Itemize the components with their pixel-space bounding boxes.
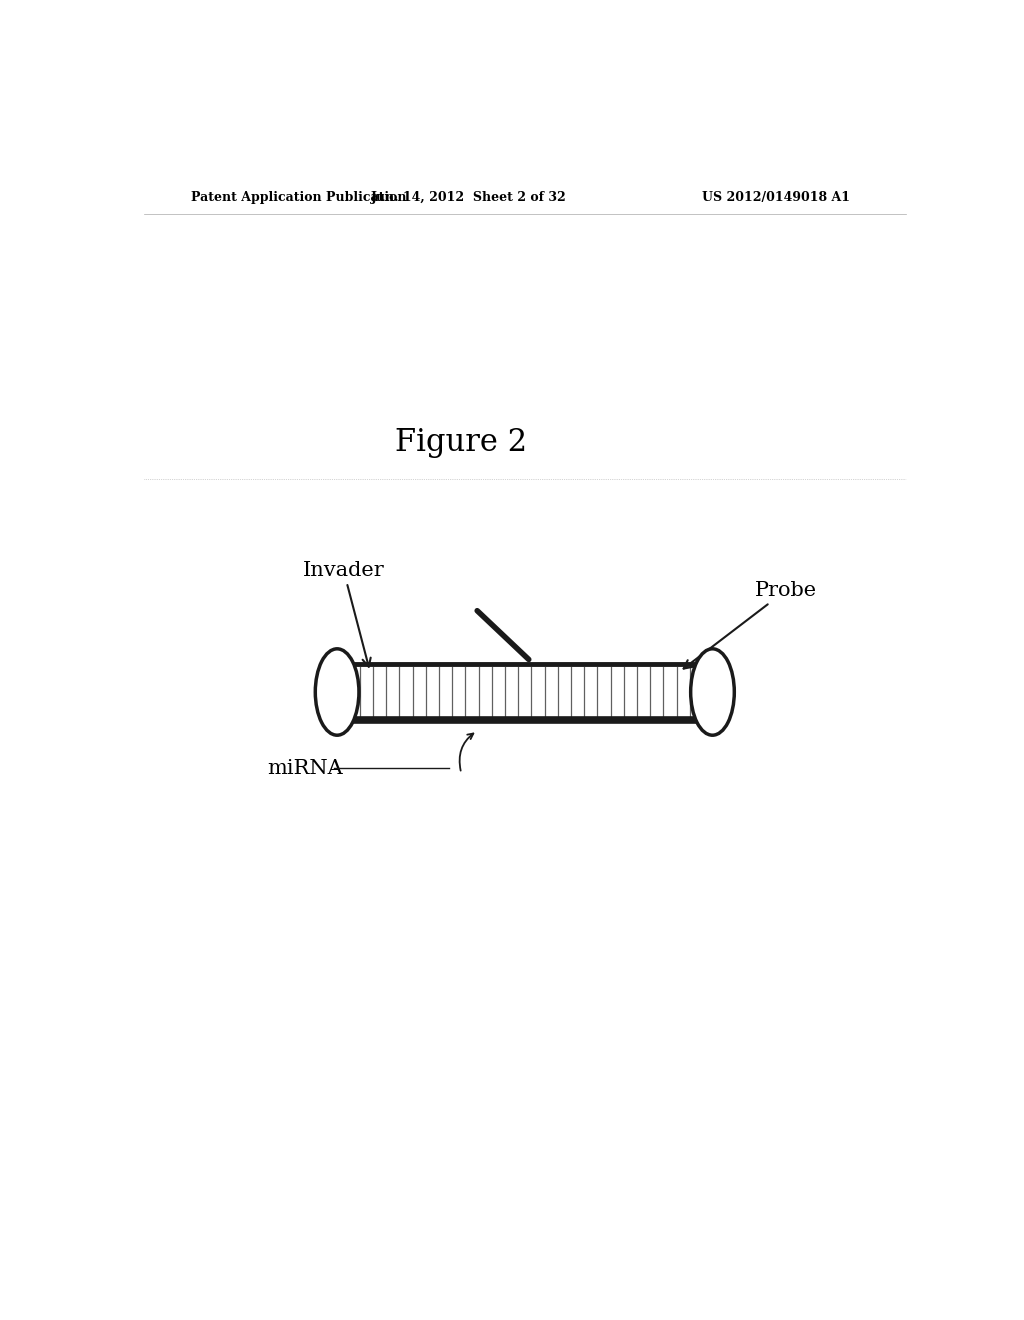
Text: US 2012/0149018 A1: US 2012/0149018 A1: [702, 190, 850, 203]
Text: Probe: Probe: [684, 581, 817, 669]
Ellipse shape: [315, 649, 359, 735]
Text: Jun. 14, 2012  Sheet 2 of 32: Jun. 14, 2012 Sheet 2 of 32: [372, 190, 567, 203]
Bar: [350, 664, 699, 721]
Text: miRNA: miRNA: [267, 759, 343, 777]
Text: Figure 2: Figure 2: [395, 428, 527, 458]
Ellipse shape: [690, 649, 734, 735]
Text: Invader: Invader: [303, 561, 384, 667]
Text: Patent Application Publication: Patent Application Publication: [191, 190, 407, 203]
